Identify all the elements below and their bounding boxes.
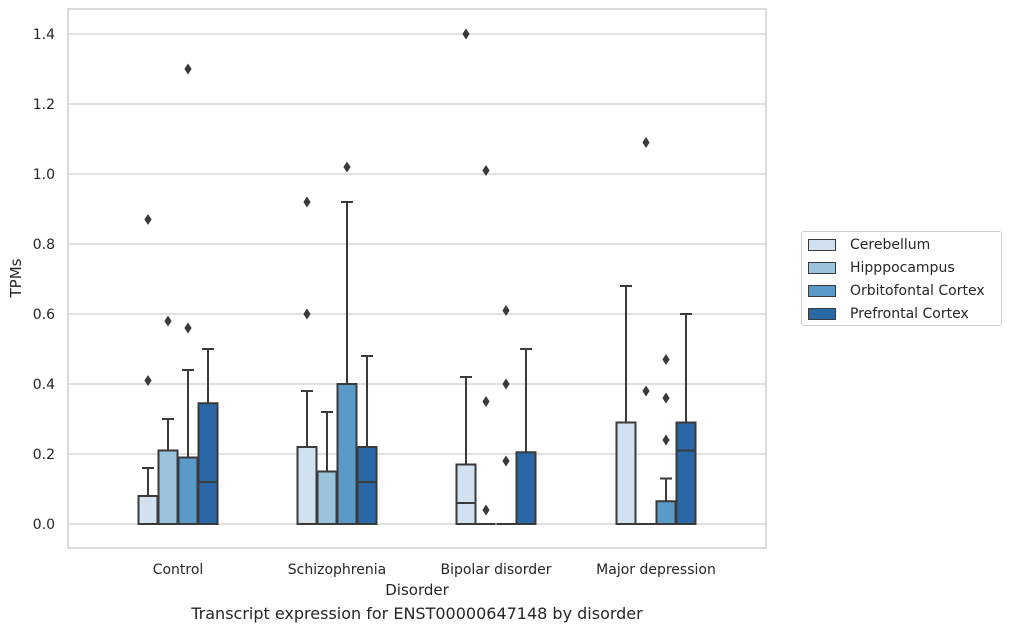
legend-swatch <box>808 239 836 251</box>
box-0-0 <box>137 214 159 525</box>
x-tick-label: Bipolar disorder <box>440 562 551 578</box>
y-axis-label: TPMs <box>7 258 25 298</box>
box <box>137 495 159 525</box>
box-2-3 <box>515 348 537 525</box>
box <box>296 446 318 525</box>
box-0-3 <box>197 348 219 525</box>
legend-swatch <box>808 285 836 297</box>
outlier-point <box>502 455 510 467</box>
outlier-point <box>144 214 152 225</box>
x-tick-label: Control <box>153 562 204 578</box>
y-tick-label: 0.6 <box>33 307 55 323</box>
legend-label: Orbitofontal Cortex <box>850 283 985 299</box>
legend-item: Hipppocampus <box>808 258 955 278</box>
outlier-point <box>662 434 670 446</box>
legend-item: Prefrontal Cortex <box>808 304 969 324</box>
outlier-point <box>662 354 670 365</box>
box <box>157 449 179 525</box>
legend: Cerebellum Hipppocampus Orbitofontal Corte… <box>801 231 1002 326</box>
y-tick-label: 0.8 <box>33 237 55 253</box>
y-tick-label: 1.0 <box>33 167 55 183</box>
outlier-point <box>303 308 311 320</box>
legend-swatch <box>808 262 836 274</box>
box <box>515 451 537 525</box>
y-tick-label: 0.4 <box>33 377 55 393</box>
outlier-point <box>482 165 490 176</box>
outlier-point <box>502 305 510 316</box>
box <box>197 402 219 525</box>
box-2-0 <box>455 28 477 525</box>
box-2-1 <box>476 165 496 525</box>
box-3-2 <box>655 354 677 525</box>
outlier-point <box>343 161 351 173</box>
box <box>177 456 199 525</box>
outlier-point <box>482 504 490 516</box>
box <box>356 446 378 525</box>
outlier-point <box>164 315 172 327</box>
outlier-point <box>482 396 490 407</box>
box <box>336 383 358 525</box>
box-0-1 <box>157 315 179 525</box>
x-axis-label: Disorder <box>385 581 449 599</box>
box-1-3 <box>356 355 378 525</box>
legend-item: Orbitofontal Cortex <box>808 281 985 301</box>
y-tick-label: 0.0 <box>33 517 55 533</box>
box-3-3 <box>675 313 697 525</box>
outlier-point <box>462 28 470 40</box>
y-tick-label: 1.4 <box>33 27 55 43</box>
y-tick-label: 0.2 <box>33 447 55 463</box>
box <box>615 421 637 525</box>
outlier-point <box>184 322 192 334</box>
y-tick-label: 1.2 <box>33 97 55 113</box>
box-0-2 <box>177 63 199 525</box>
outlier-point <box>184 63 192 75</box>
outlier-point <box>642 385 650 397</box>
box <box>655 500 677 525</box>
legend-label: Hipppocampus <box>850 260 955 276</box>
x-tick-label: Major depression <box>596 562 716 578</box>
outlier-point <box>502 378 510 390</box>
outlier-point <box>144 375 152 386</box>
box-3-1 <box>636 137 656 525</box>
box-3-0 <box>615 285 637 525</box>
outlier-point <box>303 196 311 208</box>
legend-swatch <box>808 308 836 320</box>
legend-label: Prefrontal Cortex <box>850 306 969 322</box>
box-2-2 <box>496 305 516 525</box>
chart-caption: Transcript expression for ENST0000064714… <box>191 604 643 623</box>
x-tick-label: Schizophrenia <box>288 562 386 578</box>
box <box>675 421 697 525</box>
legend-item: Cerebellum <box>808 235 930 255</box>
outlier-point <box>662 392 670 404</box>
box <box>455 463 477 525</box>
box <box>316 470 338 525</box>
outlier-point <box>642 137 650 148</box>
legend-label: Cerebellum <box>850 237 931 253</box>
